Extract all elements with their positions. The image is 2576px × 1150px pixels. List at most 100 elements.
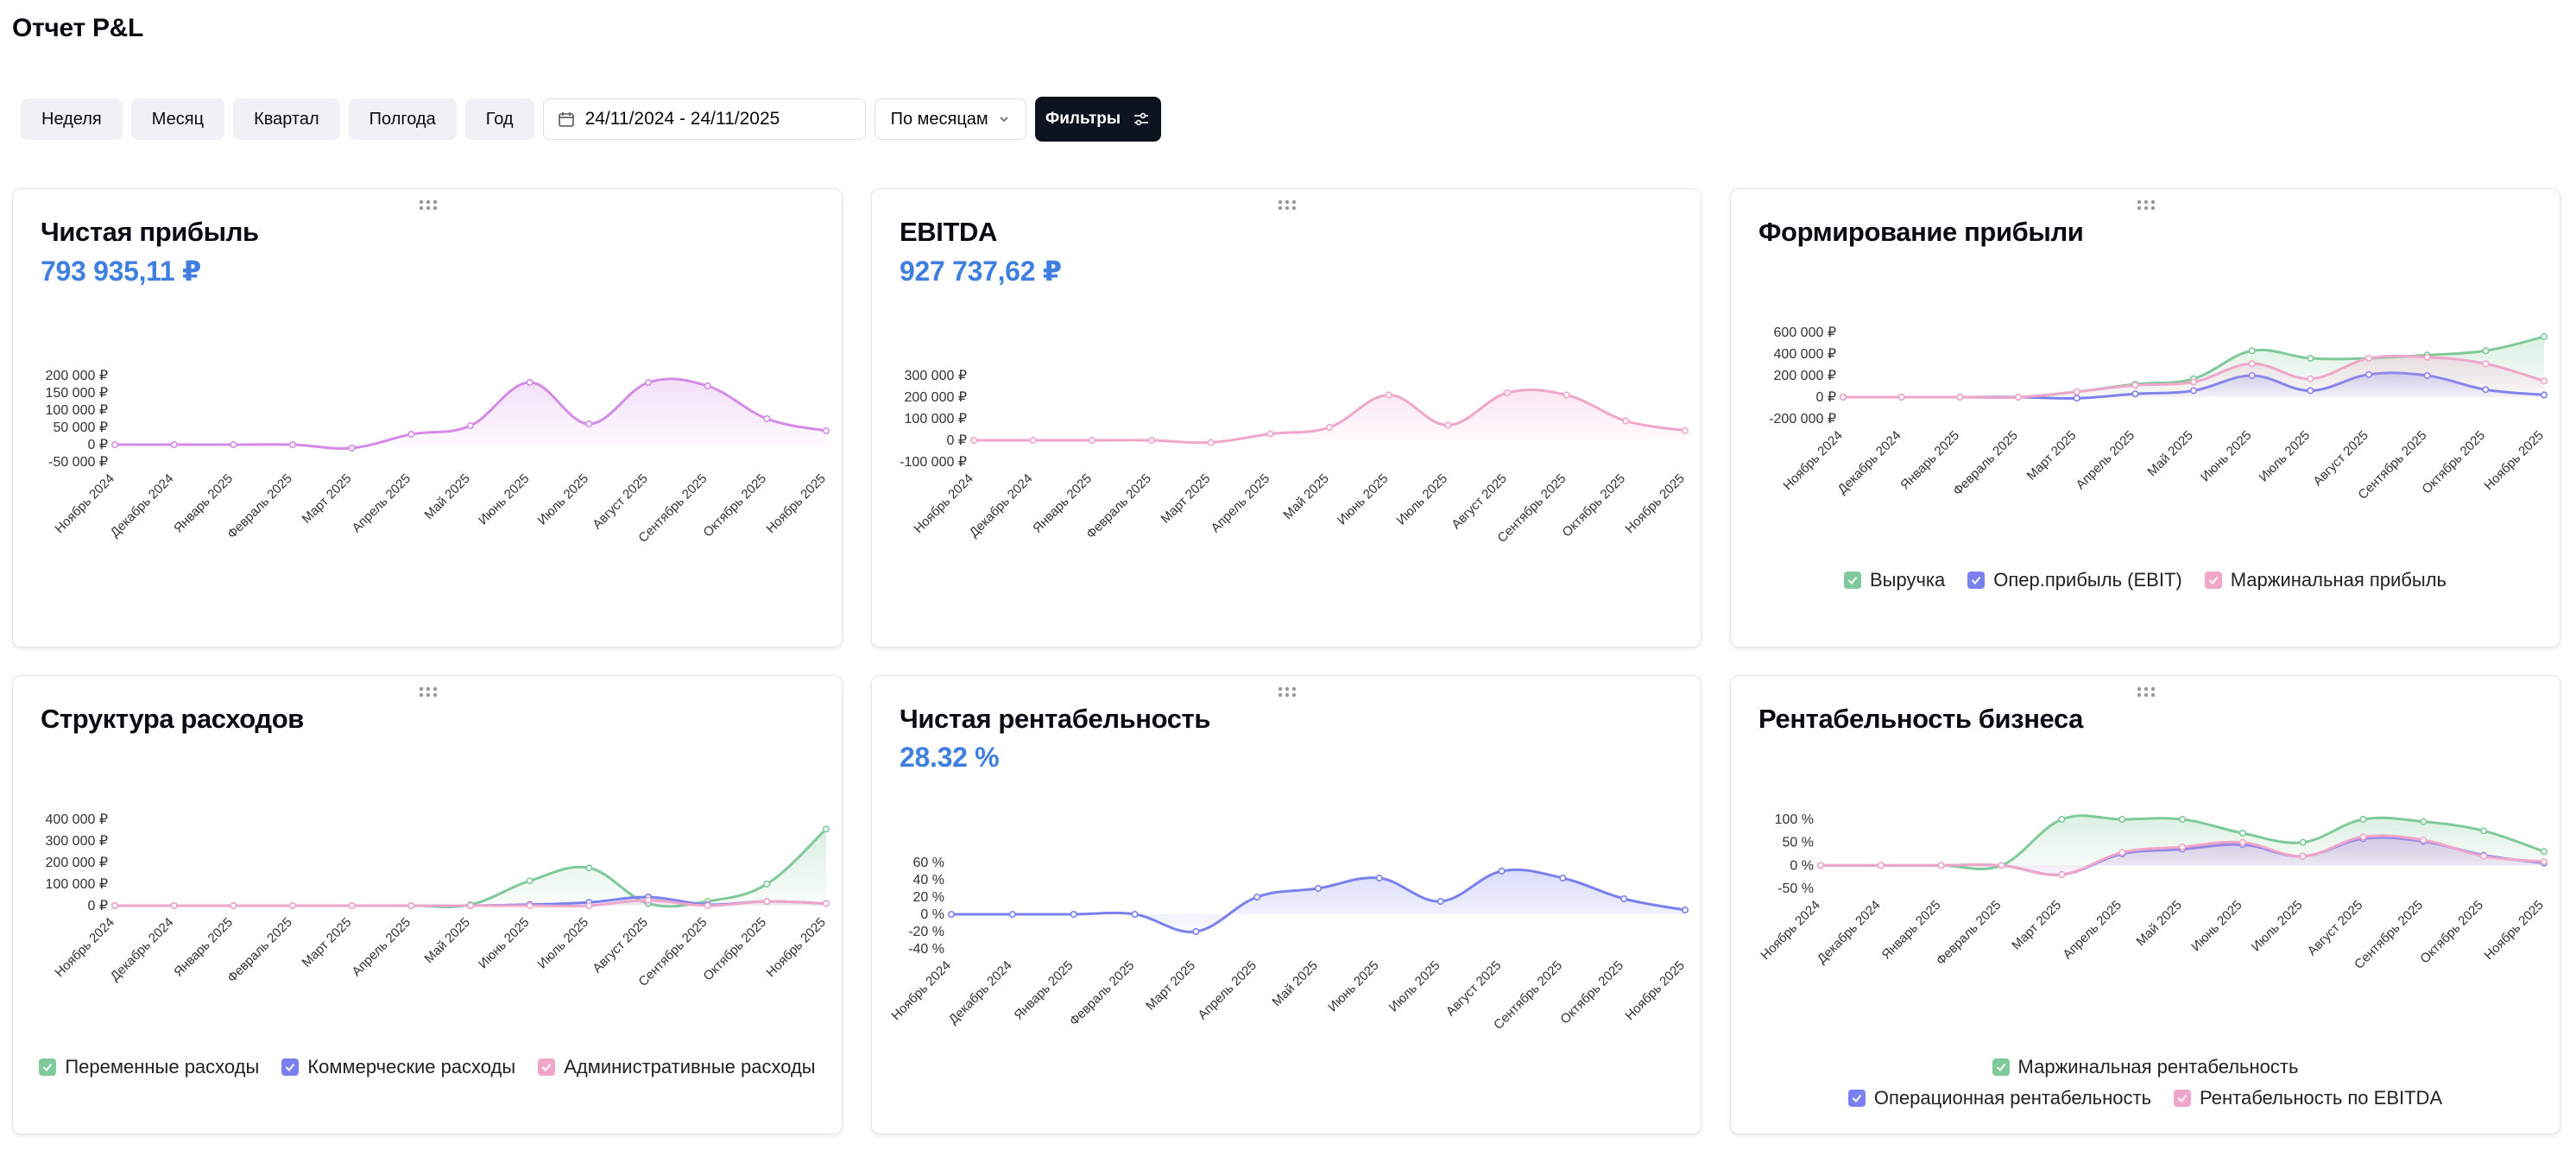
legend-item[interactable]: Коммерческие расходы — [281, 1056, 515, 1078]
period-week-button[interactable]: Неделя — [21, 98, 123, 140]
data-point[interactable] — [1681, 906, 1689, 913]
data-point[interactable] — [2420, 837, 2428, 844]
data-point[interactable] — [526, 379, 534, 387]
data-point[interactable] — [526, 901, 534, 909]
legend-item[interactable]: Рентабельность по EBITDA — [2174, 1087, 2442, 1109]
data-point[interactable] — [1266, 430, 1274, 438]
drag-handle-icon[interactable] — [2136, 199, 2156, 212]
data-point[interactable] — [2364, 355, 2372, 363]
data-point[interactable] — [1877, 862, 1885, 869]
drag-handle-icon[interactable] — [2136, 686, 2156, 698]
data-point[interactable] — [1325, 423, 1333, 431]
data-point[interactable] — [644, 896, 652, 904]
checkbox-checked-icon[interactable] — [39, 1058, 57, 1076]
date-range-picker[interactable]: 24/11/2024 - 24/11/2025 — [542, 98, 866, 140]
legend-item[interactable]: Маржинальная рентабельность — [1992, 1056, 2298, 1078]
data-point[interactable] — [1937, 862, 1945, 869]
data-point[interactable] — [1897, 394, 1905, 401]
data-point[interactable] — [948, 910, 956, 918]
data-point[interactable] — [2118, 849, 2126, 856]
data-point[interactable] — [2359, 833, 2367, 841]
drag-handle-icon[interactable] — [1277, 199, 1297, 212]
data-point[interactable] — [1622, 417, 1630, 425]
data-point[interactable] — [230, 901, 237, 909]
data-point[interactable] — [1147, 436, 1155, 444]
data-point[interactable] — [763, 881, 771, 888]
data-point[interactable] — [704, 382, 711, 390]
data-point[interactable] — [585, 864, 593, 872]
data-point[interactable] — [822, 427, 830, 434]
data-point[interactable] — [1029, 436, 1037, 444]
data-point[interactable] — [1998, 862, 2005, 869]
data-point[interactable] — [763, 414, 771, 422]
data-point[interactable] — [170, 901, 178, 909]
data-point[interactable] — [585, 901, 593, 909]
data-point[interactable] — [1375, 875, 1383, 882]
data-point[interactable] — [1563, 391, 1570, 399]
data-point[interactable] — [1070, 910, 1077, 918]
data-point[interactable] — [2014, 394, 2022, 401]
data-point[interactable] — [1207, 439, 1215, 446]
data-point[interactable] — [2480, 852, 2488, 860]
data-point[interactable] — [1385, 391, 1392, 399]
data-point[interactable] — [822, 825, 830, 833]
drag-handle-icon[interactable] — [418, 686, 439, 698]
data-point[interactable] — [704, 901, 711, 909]
data-point[interactable] — [2307, 375, 2314, 382]
data-point[interactable] — [2359, 816, 2367, 824]
period-month-button[interactable]: Месяц — [130, 98, 225, 140]
data-point[interactable] — [1444, 421, 1452, 429]
data-point[interactable] — [1840, 394, 1847, 401]
data-point[interactable] — [2178, 816, 2186, 824]
data-point[interactable] — [1620, 895, 1628, 903]
data-point[interactable] — [2131, 382, 2139, 389]
data-point[interactable] — [348, 901, 356, 909]
data-point[interactable] — [288, 440, 296, 448]
data-point[interactable] — [2540, 848, 2548, 856]
data-point[interactable] — [1008, 910, 1016, 918]
data-point[interactable] — [1131, 910, 1139, 918]
data-point[interactable] — [1817, 862, 1825, 869]
data-point[interactable] — [407, 430, 415, 438]
data-point[interactable] — [1089, 436, 1096, 444]
data-point[interactable] — [2299, 852, 2307, 860]
data-point[interactable] — [970, 436, 978, 444]
data-point[interactable] — [1498, 868, 1506, 875]
period-year-button[interactable]: Год — [464, 98, 534, 140]
checkbox-checked-icon[interactable] — [1847, 1090, 1866, 1107]
data-point[interactable] — [1559, 875, 1567, 882]
data-point[interactable] — [2118, 816, 2126, 824]
data-point[interactable] — [2073, 388, 2080, 395]
legend-item[interactable]: Опер.прибыль (EBIT) — [1967, 569, 2182, 591]
data-point[interactable] — [2248, 360, 2256, 368]
group-by-select[interactable]: По месяцам — [874, 98, 1026, 140]
data-point[interactable] — [2423, 353, 2431, 361]
data-point[interactable] — [526, 877, 534, 885]
data-point[interactable] — [1192, 927, 1200, 935]
data-point[interactable] — [111, 901, 119, 909]
data-point[interactable] — [2480, 827, 2488, 835]
data-point[interactable] — [288, 901, 296, 909]
data-point[interactable] — [2238, 830, 2246, 837]
data-point[interactable] — [644, 379, 652, 387]
data-point[interactable] — [763, 897, 771, 905]
data-point[interactable] — [2420, 818, 2428, 825]
checkbox-checked-icon[interactable] — [1967, 572, 1986, 589]
data-point[interactable] — [2307, 355, 2314, 363]
checkbox-checked-icon[interactable] — [538, 1058, 556, 1076]
data-point[interactable] — [2248, 347, 2256, 355]
legend-item[interactable]: Маржинальная прибыль — [2204, 569, 2447, 591]
data-point[interactable] — [348, 444, 356, 452]
legend-item[interactable]: Операционная рентабельность — [1847, 1087, 2151, 1109]
data-point[interactable] — [2178, 844, 2186, 851]
legend-item[interactable]: Административные расходы — [538, 1056, 816, 1078]
data-point[interactable] — [407, 901, 415, 909]
legend-item[interactable]: Выручка — [1844, 569, 1945, 591]
data-point[interactable] — [1253, 894, 1261, 901]
data-point[interactable] — [585, 420, 593, 427]
data-point[interactable] — [466, 901, 474, 909]
data-point[interactable] — [1503, 389, 1511, 397]
checkbox-checked-icon[interactable] — [281, 1058, 300, 1076]
filters-button[interactable]: Фильтры — [1034, 97, 1161, 142]
drag-handle-icon[interactable] — [1277, 686, 1297, 698]
